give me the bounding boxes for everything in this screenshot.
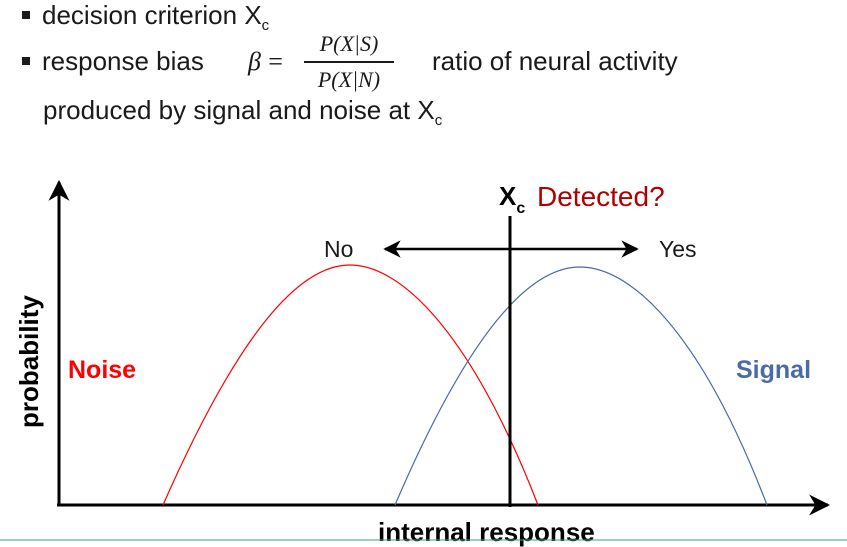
fraction-denominator: P(X|N) [317,66,381,92]
yes-label: Yes [659,236,697,262]
criterion-label: Xc [499,181,525,217]
y-axis-label: probability [14,295,44,428]
produced-subscript: c [434,112,443,129]
bullet-decision-criterion: decision criterion Xc [22,0,269,41]
equals-sign: = [268,47,283,76]
beta-symbol: β [248,47,261,76]
bias-label: response bias [42,46,204,76]
signal-curve [394,266,768,506]
ratio-text: ratio of neural activity [432,46,678,76]
detected-question: Detected? [537,181,665,212]
criterion-text: decision criterion X [42,0,262,30]
noise-curve [162,264,539,506]
criterion-subscript: c [261,17,270,34]
produced-text: produced by signal and noise at X [43,95,435,125]
beta-equation: β = [248,46,283,77]
x-axis-label: internal response [378,517,595,547]
noise-label: Noise [68,356,136,384]
no-label: No [324,236,353,262]
bullet-square-icon [22,11,30,20]
bullet-square-icon [22,57,30,66]
fraction-numerator: P(X|S) [319,31,379,56]
signal-label: Signal [736,356,811,384]
bullet-response-bias: response bias [22,46,204,76]
likelihood-fraction: P(X|S) P(X|N) [300,28,398,96]
fraction-bar [304,61,394,63]
bullet-continuation: produced by signal and noise at Xc [43,95,442,136]
